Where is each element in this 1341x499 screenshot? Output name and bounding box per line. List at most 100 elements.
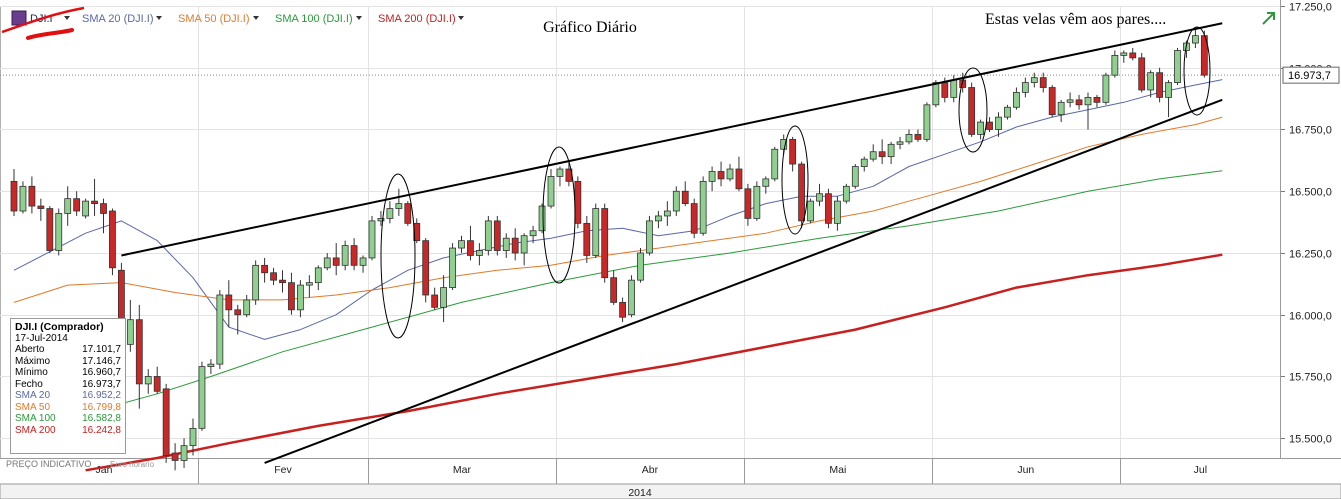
candles-group: [10, 28, 1208, 471]
info-row-sma-200: SMA 200 16.242,8: [15, 425, 121, 437]
candle-body: [663, 210, 671, 217]
candle-body: [816, 193, 823, 202]
candle-body: [726, 168, 734, 180]
candle-body: [180, 445, 188, 461]
chart-note: Estas velas vêm aos pares....: [985, 11, 1166, 28]
candle-body: [216, 294, 224, 365]
candle-body: [1039, 77, 1047, 88]
candle-body: [171, 452, 179, 461]
year-label: 2014: [628, 487, 652, 499]
candle-body: [1048, 87, 1056, 116]
candle-body: [189, 427, 197, 447]
candle-body: [592, 208, 600, 256]
candle-body: [762, 178, 770, 187]
footer-indicative: PREÇO INDICATIVO: [6, 459, 91, 469]
candle-body: [1066, 99, 1074, 103]
candle-body: [896, 141, 904, 145]
candle-body: [422, 240, 430, 296]
candle-body: [91, 200, 98, 204]
candle-body: [681, 190, 689, 204]
month-label: Mai: [829, 464, 846, 476]
candle-body: [359, 257, 367, 266]
candle-body: [950, 79, 958, 98]
y-tick-label: 17.250,0: [1289, 2, 1332, 14]
candle-body: [1004, 106, 1011, 118]
candle-body: [1156, 72, 1163, 98]
candle-body: [610, 277, 618, 303]
candle-body: [449, 247, 456, 288]
candle-body: [323, 257, 331, 269]
candle-body: [243, 299, 251, 316]
candle-body: [73, 198, 81, 212]
highlight-ellipse: [781, 125, 809, 235]
candle-body: [547, 176, 555, 207]
candle-body: [109, 210, 116, 269]
candle-body: [529, 230, 537, 237]
candle-body: [628, 279, 635, 316]
candle-body: [484, 220, 492, 251]
candle-body: [1165, 82, 1172, 98]
info-row-label: Fecho: [15, 378, 43, 390]
info-row-label: SMA 50: [15, 401, 51, 413]
info-row-value: 16.799,8: [82, 401, 121, 413]
chart-title: Gráfico Diário: [543, 19, 637, 36]
candle-body: [279, 279, 286, 284]
candle-body: [538, 205, 546, 232]
trend-line: [121, 22, 1223, 257]
info-row-value: 17.146,7: [82, 355, 121, 367]
indicator-dropdown-icon: [156, 16, 162, 20]
sma-line-sma-200: [85, 253, 1223, 472]
info-panel-header: DJI.I (Comprador): [15, 321, 104, 333]
candle-body: [368, 220, 376, 259]
candle-body: [941, 82, 949, 98]
candle-body: [413, 222, 421, 242]
sma-line-sma-20: [13, 79, 1223, 340]
candle-body: [1138, 57, 1146, 91]
expand-arrow-icon: [1262, 12, 1275, 25]
candle-body: [341, 245, 349, 266]
candle-body: [207, 363, 215, 368]
candle-body: [869, 151, 877, 160]
info-panel-rows: Aberto 17.101,7 Máximo 17.146,7 Mínimo 16.960…: [15, 344, 121, 436]
candle-body: [135, 319, 143, 385]
candle-body: [225, 294, 233, 311]
y-tick-label: 15.500,0: [1289, 434, 1332, 446]
candle-body: [386, 208, 394, 219]
candle-body: [520, 235, 528, 254]
last-price-label: 16.973,7: [1288, 70, 1331, 82]
candle-body: [708, 171, 716, 182]
candle-body: [601, 208, 609, 279]
scribble-mark: [26, 28, 74, 40]
info-row-máximo: Máximo 17.146,7: [15, 356, 121, 368]
candle-body: [825, 193, 832, 224]
candle-body: [511, 237, 519, 254]
info-row-aberto: Aberto 17.101,7: [15, 344, 121, 356]
y-tick-label: 16.750,0: [1289, 125, 1332, 137]
candle-body: [46, 208, 54, 251]
candle-body: [672, 190, 680, 212]
info-panel: DJI.I (Comprador) 17-Jul-2014 Aberto 17.1…: [10, 318, 126, 454]
info-row-value: 16.242,8: [82, 424, 121, 436]
info-panel-date: 17-Jul-2014: [15, 333, 68, 344]
candle-body: [583, 222, 591, 256]
candle-body: [834, 200, 841, 224]
y-tick-label: 15.750,0: [1289, 372, 1332, 384]
candle-body: [502, 237, 510, 251]
candle-body: [37, 205, 45, 209]
highlight-ellipse: [958, 67, 988, 153]
candle-body: [807, 200, 814, 222]
candle-body: [431, 294, 439, 308]
candle-body: [28, 185, 36, 207]
info-row-label: SMA 100: [15, 413, 56, 424]
candle-body: [55, 213, 63, 251]
year-band: [0, 483, 1341, 499]
candle-body: [19, 185, 27, 212]
candle-body: [288, 282, 295, 311]
indicator-label: SMA 100 (DJI.I): [275, 13, 353, 25]
candle-body: [1111, 54, 1119, 76]
month-label: Fev: [274, 464, 292, 476]
candle-body: [1013, 92, 1020, 108]
sma-line-sma-100: [13, 170, 1223, 429]
info-row-label: SMA 200: [15, 424, 56, 436]
